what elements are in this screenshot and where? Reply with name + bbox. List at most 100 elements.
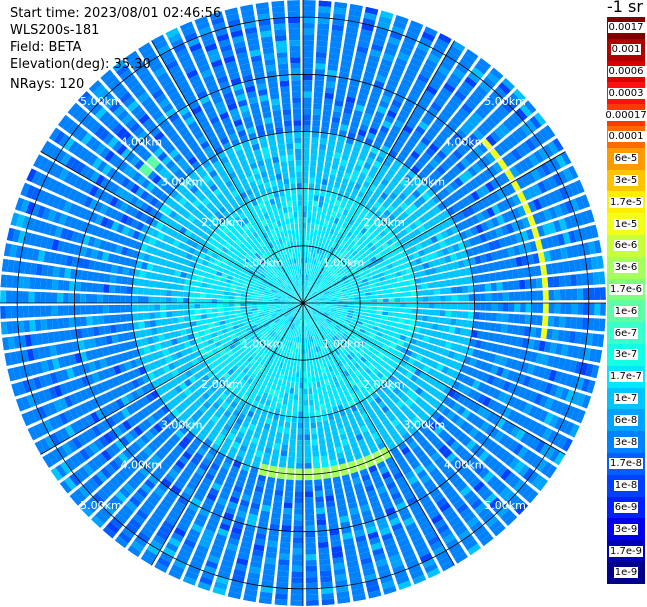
ppi-cell [42, 388, 53, 402]
ppi-cell [246, 377, 254, 385]
ppi-cell [305, 257, 308, 264]
ppi-cell [506, 151, 518, 164]
ppi-cell [397, 441, 408, 451]
ppi-cell [384, 246, 392, 254]
ppi-cell [313, 306, 320, 309]
ppi-cell [297, 325, 300, 332]
ppi-cell [451, 40, 466, 52]
ppi-cell [400, 368, 409, 376]
ppi-cell [379, 574, 394, 584]
ppi-cell [413, 175, 423, 185]
ppi-cell [81, 270, 89, 281]
ppi-cell [529, 437, 541, 451]
ppi-cell [393, 471, 404, 481]
ppi-cell [201, 570, 215, 581]
ppi-cell [179, 425, 189, 435]
ppi-cell [486, 411, 497, 423]
ppi-cell [512, 398, 523, 410]
ppi-cell [511, 269, 519, 279]
ppi-cell [253, 375, 261, 383]
ppi-cell [98, 435, 109, 448]
ppi-cell [357, 331, 365, 337]
ppi-cell [333, 152, 342, 160]
ppi-cell [448, 326, 456, 334]
ppi-cell [532, 198, 543, 211]
ppi-cell [355, 487, 365, 496]
ppi-cell [318, 332, 324, 339]
ppi-cell [246, 308, 253, 312]
ppi-cell [407, 343, 416, 351]
ppi-cell [280, 317, 287, 323]
ppi-cell [307, 376, 312, 383]
ppi-cell [241, 535, 254, 544]
ppi-cell [289, 445, 296, 452]
ppi-cell [185, 431, 196, 441]
ppi-cell [517, 446, 529, 459]
ppi-cell [317, 310, 324, 315]
ppi-cell [285, 300, 292, 302]
ppi-cell [125, 500, 138, 512]
ppi-cell [240, 297, 247, 301]
ppi-cell [257, 309, 264, 313]
ppi-cell [140, 385, 150, 395]
ppi-cell [361, 562, 375, 571]
ppi-cell [297, 417, 303, 424]
ppi-cell [479, 361, 488, 371]
ppi-cell [552, 432, 563, 447]
ppi-cell [173, 527, 187, 538]
ppi-cell [330, 400, 337, 408]
ppi-cell [242, 318, 249, 323]
ppi-cell [314, 80, 324, 87]
ppi-cell [483, 273, 491, 282]
ppi-cell [492, 161, 503, 174]
ppi-cell [273, 317, 280, 322]
ppi-cell [53, 399, 63, 413]
ppi-cell [346, 374, 353, 382]
ppi-cell [364, 107, 375, 116]
ppi-cell [562, 260, 570, 273]
ppi-cell [473, 430, 484, 442]
ppi-cell [34, 440, 46, 455]
ppi-cell [539, 395, 549, 408]
ppi-cell [210, 332, 218, 338]
ppi-cell [454, 177, 464, 188]
ppi-cell [186, 481, 198, 492]
ppi-cell [360, 557, 373, 566]
ppi-cell [374, 110, 385, 120]
ppi-cell [151, 454, 162, 465]
ppi-cell [422, 289, 429, 296]
ppi-cell [303, 200, 308, 206]
ppi-cell [249, 560, 262, 569]
ppi-cell [80, 375, 90, 387]
ppi-cell [188, 352, 197, 361]
ppi-cell [404, 248, 413, 256]
ppi-cell [167, 346, 175, 355]
ppi-cell [432, 205, 442, 215]
ppi-cell [129, 495, 142, 508]
ppi-cell [304, 400, 309, 406]
ppi-cell [217, 570, 231, 580]
ppi-cell [194, 298, 201, 303]
ppi-cell [231, 490, 242, 499]
ppi-cell [473, 311, 480, 320]
ppi-cell [356, 45, 369, 54]
ppi-cell [464, 48, 479, 61]
ppi-cell [239, 326, 246, 331]
ppi-cell [581, 394, 592, 409]
ppi-cell [502, 119, 515, 132]
ppi-cell [219, 368, 227, 376]
ppi-cell [58, 330, 66, 342]
ppi-cell [304, 291, 306, 298]
ppi-cell [523, 267, 531, 278]
ppi-cell [440, 560, 455, 572]
ppi-cell [303, 85, 313, 92]
ppi-cell [336, 268, 343, 274]
ppi-cell [269, 307, 276, 311]
ppi-cell [378, 205, 387, 213]
ppi-cell [203, 565, 217, 575]
ppi-cell [316, 279, 321, 286]
ppi-cell [200, 309, 207, 314]
ppi-cell [206, 288, 213, 294]
ppi-cell [11, 290, 18, 303]
ppi-cell [379, 446, 389, 455]
